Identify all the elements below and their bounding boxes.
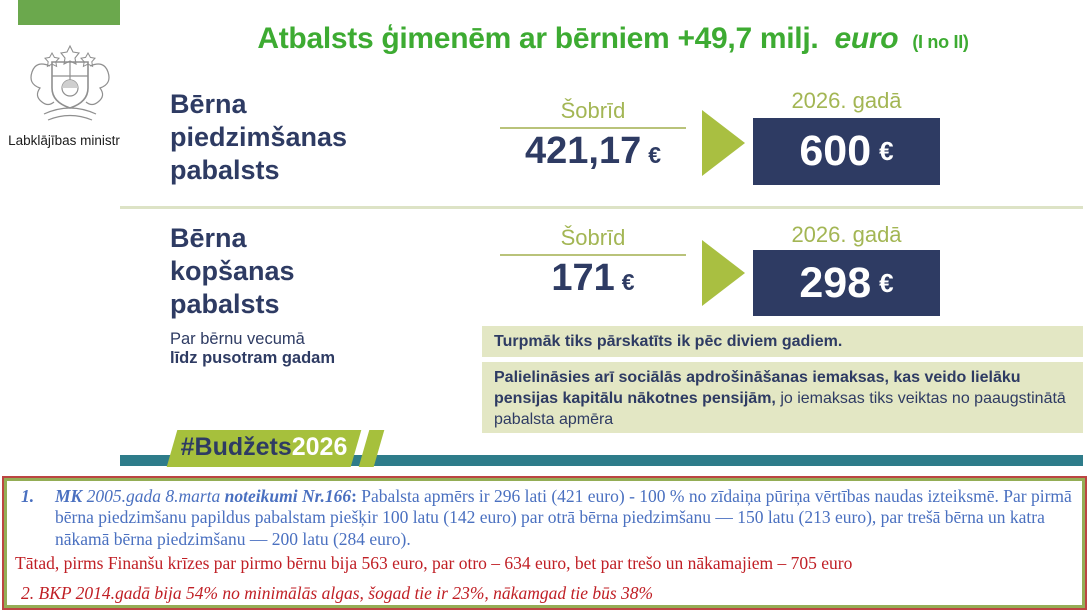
benefit-2-now-label: Šobrīd [560, 225, 626, 250]
benefit-2-title-line3: pabalsts [170, 288, 280, 319]
page-title-euro: euro [834, 22, 899, 55]
euro-symbol: € [648, 142, 662, 168]
arrow-right-icon [702, 240, 745, 306]
page-title-main: Atbalsts ģimenēm ar bērniem +49,7 milj. [257, 22, 819, 55]
benefit-1-title-line3: pabalsts [170, 154, 280, 185]
benefit-1-future-label: 2026. gadā [791, 88, 902, 113]
benefit-2-future-value-box: 298 € [753, 250, 940, 316]
benefit-2-subtitle-line1: Par bērnu vecumā [170, 330, 305, 348]
euro-symbol: € [879, 267, 894, 298]
benefit-1-now-value: 421,17 € [480, 130, 706, 173]
benefit-2-title-line2: kopšanas [170, 255, 295, 286]
ministry-logo-label: Labklājības ministr [8, 133, 120, 148]
benefit-1-now-label: Šobrīd [560, 98, 626, 123]
page-title-part-indicator: (I no II) [912, 32, 969, 52]
benefit-2-subtitle: Par bērnu vecumā līdz pusotram gadam [170, 330, 335, 369]
euro-symbol: € [621, 269, 635, 295]
benefit-1-now-underline [500, 127, 686, 129]
benefit-2-now-amount: 171 [551, 257, 615, 299]
footnote-1-number: 1. [21, 486, 35, 506]
budget-badge-year: 2026 [291, 433, 348, 461]
euro-symbol: € [879, 136, 894, 166]
benefit-1-title-line2: piedzimšanas [170, 121, 348, 152]
footnote-1: 1. MK 2005.gada 8.marta noteikumi Nr.166… [15, 486, 1072, 550]
budget-badge: #Budžets2026 [172, 433, 356, 462]
benefit-1-now-amount: 421,17 [524, 130, 642, 172]
benefit-2-title-line1: Bērna [170, 223, 247, 253]
benefit-2-now-underline [500, 254, 686, 256]
benefit-2-now-value: 171 € [480, 257, 706, 300]
row-divider [120, 206, 1083, 209]
benefit-2-subtitle-line2: līdz pusotram gadam [170, 349, 336, 368]
footnote-pre-crisis: Tātad, pirms Finanšu krīzes par pirmo bē… [15, 553, 853, 574]
benefit-2-future-amount: 298 [799, 258, 872, 307]
benefit-1-future-value-box: 600 € [753, 118, 940, 185]
footnote-1-text: MK 2005.gada 8.marta noteikumi Nr.166: P… [55, 486, 1072, 549]
arrow-right-icon [702, 110, 745, 176]
note-social-contributions-regular: jo iemaksas tiks veiktas no paaugstinātā… [494, 389, 1066, 428]
brand-green-bar [18, 0, 120, 25]
page-title: Atbalsts ģimenēm ar bērniem +49,7 milj. … [148, 22, 1078, 56]
benefit-2-future-label: 2026. gadā [791, 222, 902, 247]
footnote-2: 2. BKP 2014.gadā bija 54% no minimālās a… [21, 583, 654, 604]
benefit-1-title-line1: Bērna [170, 89, 247, 119]
note-social-contributions-bold: Palielināsies arī sociālās apdrošināšana… [494, 369, 1021, 407]
note-review-period: Turpmāk tiks pārskatīts ik pēc diviem ga… [482, 326, 1083, 357]
footnote-box: 1. MK 2005.gada 8.marta noteikumi Nr.166… [2, 476, 1087, 610]
note-social-contributions: Palielināsies arī sociālās apdrošināšana… [482, 362, 1083, 433]
benefit-1-title: Bērna piedzimšanas pabalsts [170, 88, 347, 187]
latvia-coat-of-arms-icon [30, 44, 110, 121]
benefit-1-future-amount: 600 [799, 127, 872, 175]
budget-badge-hashtag: #Budžets [180, 433, 292, 461]
teal-divider-bar [120, 455, 1083, 466]
benefit-2-title: Bērna kopšanas pabalsts [170, 222, 295, 321]
